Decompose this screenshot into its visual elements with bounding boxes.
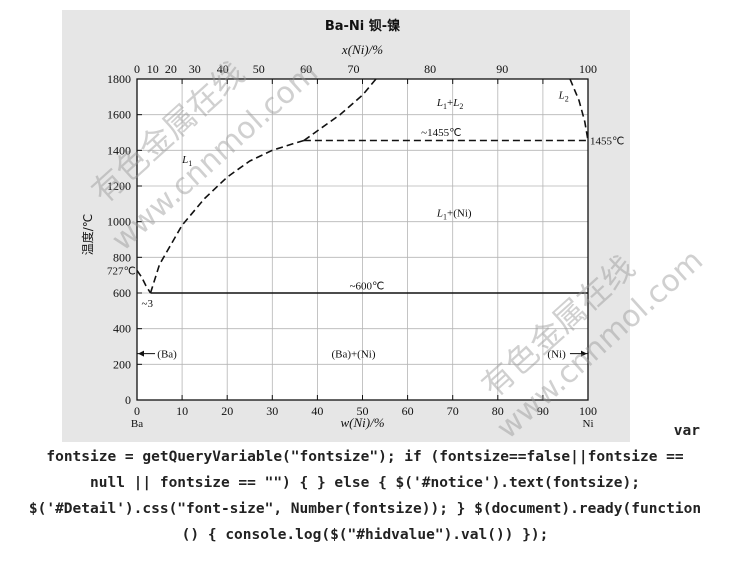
y-tick-label: 1200 xyxy=(107,179,131,193)
x-top-tick-label: 10 xyxy=(147,62,159,76)
x-top-tick-label: 90 xyxy=(496,62,508,76)
x-tick-label: 60 xyxy=(402,404,414,418)
annotation-label: L2 xyxy=(558,90,569,104)
x-end-label-ba: Ba xyxy=(131,418,143,430)
y-axis-label: 温度/℃ xyxy=(80,214,95,256)
annotation-label: ~600℃ xyxy=(350,280,385,292)
y-tick-label: 1800 xyxy=(107,72,131,86)
code-line-3: null || fontsize == "") { } else { $('#n… xyxy=(90,475,640,491)
x-top-tick-label: 20 xyxy=(165,62,177,76)
code-line-4: $('#Detail').css("font-size", Number(fon… xyxy=(28,501,702,517)
code-text-block: var fontsize = getQueryVariable("fontsiz… xyxy=(0,418,730,568)
x-top-tick-label: 70 xyxy=(347,62,359,76)
phase-diagram-chart: 0 10 20 30 40 50 60 70 80 90 1000 10 20 30 40 50 60 70 80 9… xyxy=(80,18,624,430)
y-tick-label: 200 xyxy=(113,357,131,371)
x-top-tick-label: 40 xyxy=(217,62,229,76)
phase-boundary-1 xyxy=(149,139,305,294)
x-tick-label: 20 xyxy=(221,404,233,418)
x-tick-label: 50 xyxy=(357,404,369,418)
x-top-tick-label: 0 xyxy=(134,62,140,76)
arrowhead-ni xyxy=(581,350,587,357)
annotation-label: 727℃ xyxy=(107,265,136,277)
phase-diagram-figure: 0 10 20 30 40 50 60 70 80 90 100 0 10 20 30 40 50 60 70 80 9… xyxy=(62,10,630,442)
annotation-label: L1+(Ni) xyxy=(436,207,472,221)
x-top-tick-label: 30 xyxy=(189,62,201,76)
x-tick-label: 10 xyxy=(176,404,188,418)
annotation-label: ~3 xyxy=(142,298,154,310)
x-end-label-ni: Ni xyxy=(583,418,594,430)
phase-boundary-2 xyxy=(303,78,377,142)
x-tick-label: 40 xyxy=(311,404,323,418)
x-top-axis-label: x(Ni)/% xyxy=(341,42,383,57)
x-top-tick-label: 100 xyxy=(579,62,597,76)
x-top-tick-label: 50 xyxy=(253,62,265,76)
x-tick-label: 90 xyxy=(537,404,549,418)
annotation-label: (Ni) xyxy=(547,349,566,361)
annotation-label: ~1455℃ xyxy=(421,127,461,139)
x-top-tick-label: 60 xyxy=(300,62,312,76)
phase-boundary-0 xyxy=(136,269,152,294)
annotation-label: 1455℃ xyxy=(590,136,624,148)
x-tick-label: 70 xyxy=(447,404,459,418)
code-line-1: var xyxy=(673,423,700,439)
x-tick-label: 0 xyxy=(134,404,140,418)
annotation-label: L1 xyxy=(181,154,192,168)
code-line-2: fontsize = getQueryVariable("fontsize");… xyxy=(46,449,684,465)
y-tick-label: 400 xyxy=(113,322,131,336)
y-tick-label: 1000 xyxy=(107,215,131,229)
x-tick-label: 30 xyxy=(266,404,278,418)
y-tick-label: 1600 xyxy=(107,108,131,122)
x-tick-label: 100 xyxy=(579,404,597,418)
x-tick-label: 80 xyxy=(492,404,504,418)
code-line-5: () { console.log($("#hidvalue").val()) }… xyxy=(181,527,549,543)
phase-boundary-4 xyxy=(569,78,589,141)
x-axis-label: w(Ni)/% xyxy=(340,415,384,430)
annotation-label: L1+L2 xyxy=(436,97,463,111)
chart-title: Ba-Ni 钡-镍 xyxy=(325,18,400,34)
y-tick-label: 0 xyxy=(125,393,131,407)
y-tick-label: 800 xyxy=(113,250,131,264)
y-tick-label: 1400 xyxy=(107,143,131,157)
annotation-label: (Ba) xyxy=(157,349,177,361)
arrowhead-ba xyxy=(138,350,144,357)
x-top-tick-label: 80 xyxy=(424,62,436,76)
y-tick-label: 600 xyxy=(113,286,131,300)
annotation-label: (Ba)+(Ni) xyxy=(331,349,375,361)
